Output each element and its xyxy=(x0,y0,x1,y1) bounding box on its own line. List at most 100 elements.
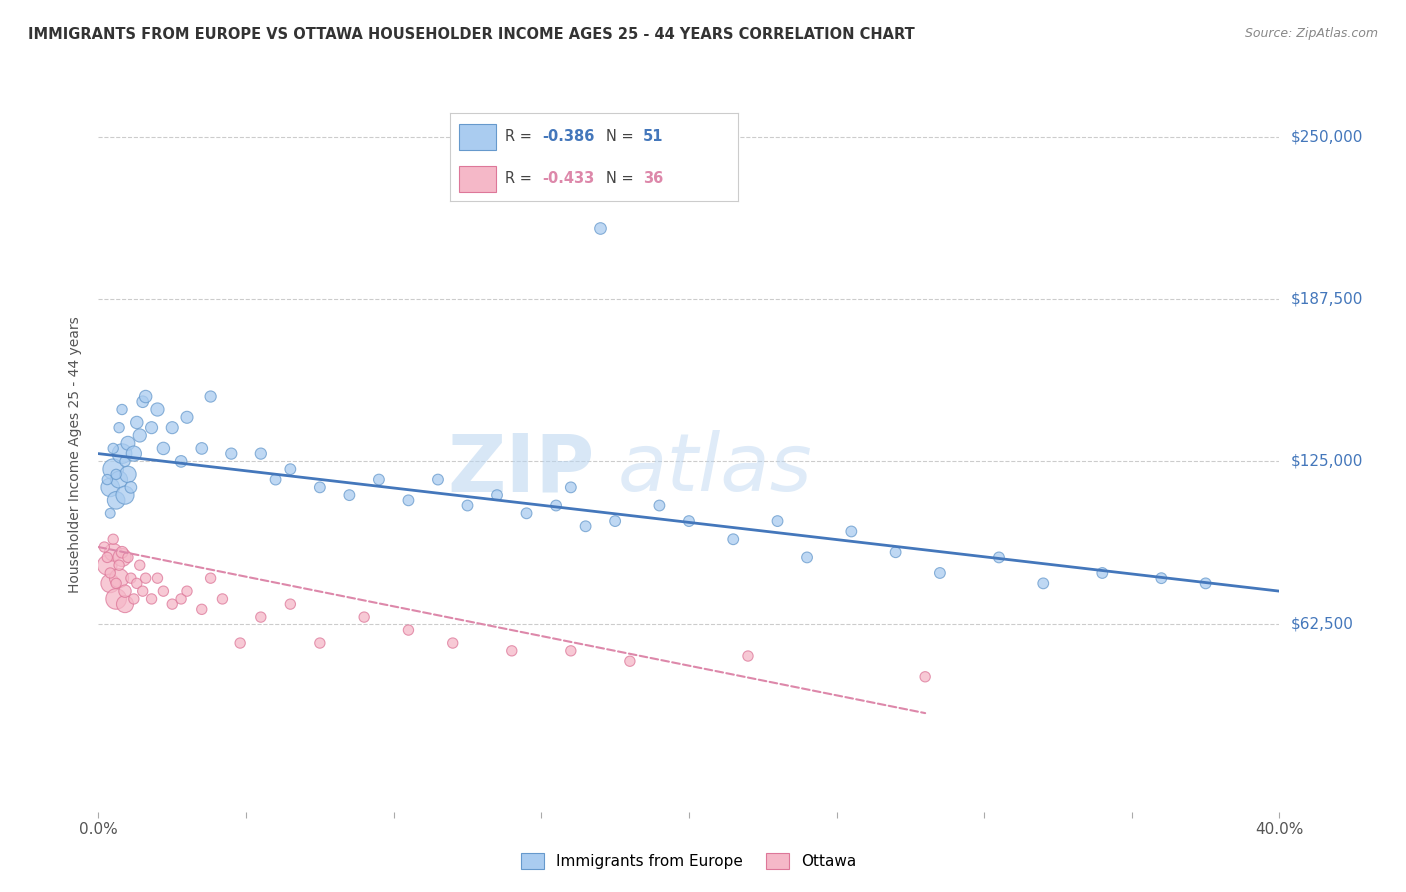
Point xyxy=(648,499,671,513)
Point xyxy=(914,670,936,684)
Point xyxy=(278,597,302,611)
Point xyxy=(108,558,131,573)
Text: N =: N = xyxy=(606,129,638,145)
Text: -0.386: -0.386 xyxy=(543,129,595,145)
Text: $187,500: $187,500 xyxy=(1291,292,1362,307)
Point xyxy=(1150,571,1173,585)
Point xyxy=(162,420,183,434)
Point xyxy=(605,514,627,528)
Point xyxy=(396,623,419,637)
Point xyxy=(574,519,596,533)
Point xyxy=(250,610,273,624)
Legend: Immigrants from Europe, Ottawa: Immigrants from Europe, Ottawa xyxy=(515,847,863,875)
Point xyxy=(135,390,157,404)
Y-axis label: Householder Income Ages 25 - 44 years: Householder Income Ages 25 - 44 years xyxy=(69,317,83,593)
Point xyxy=(619,654,641,668)
Text: $62,500: $62,500 xyxy=(1291,616,1354,631)
Point xyxy=(486,488,509,502)
Text: R =: R = xyxy=(505,171,536,186)
Point xyxy=(141,420,163,434)
Point xyxy=(152,442,174,456)
Point xyxy=(111,402,134,417)
Point xyxy=(152,584,174,599)
Point xyxy=(796,550,818,565)
Point xyxy=(117,550,139,565)
Point xyxy=(125,416,148,430)
Point xyxy=(456,499,478,513)
Point xyxy=(103,533,125,547)
Point xyxy=(114,454,136,468)
Point xyxy=(1032,576,1054,591)
Point xyxy=(353,610,375,624)
Point xyxy=(125,576,148,591)
Point xyxy=(170,454,193,468)
Point xyxy=(162,597,183,611)
Text: Source: ZipAtlas.com: Source: ZipAtlas.com xyxy=(1244,27,1378,40)
Point xyxy=(737,648,759,663)
Point xyxy=(337,488,360,502)
Point xyxy=(122,591,145,606)
Point xyxy=(368,473,391,487)
Point xyxy=(219,447,242,461)
Point xyxy=(501,644,523,658)
Point xyxy=(98,566,121,580)
Point xyxy=(211,591,233,606)
Point xyxy=(200,571,222,585)
Point xyxy=(105,576,128,591)
Point xyxy=(111,447,134,461)
Point xyxy=(884,545,907,559)
Point xyxy=(117,436,139,450)
Point xyxy=(1091,566,1114,580)
Point xyxy=(309,636,332,650)
Point xyxy=(98,480,121,494)
Text: ZIP: ZIP xyxy=(447,430,595,508)
Point xyxy=(108,420,131,434)
Point xyxy=(515,506,537,520)
Point xyxy=(114,597,136,611)
Point xyxy=(721,533,744,547)
Point xyxy=(678,514,700,528)
Point xyxy=(264,473,287,487)
Point xyxy=(560,480,582,494)
Point xyxy=(105,467,128,482)
Point xyxy=(229,636,252,650)
Point xyxy=(146,571,169,585)
Point xyxy=(132,584,155,599)
Text: $125,000: $125,000 xyxy=(1291,454,1362,469)
Point xyxy=(98,576,121,591)
Text: 51: 51 xyxy=(643,129,664,145)
Point xyxy=(98,506,121,520)
Point xyxy=(176,584,198,599)
Point xyxy=(309,480,332,494)
Point xyxy=(191,442,214,456)
Point xyxy=(111,550,134,565)
Point xyxy=(278,462,302,476)
Point xyxy=(170,591,193,606)
Point xyxy=(135,571,157,585)
Point xyxy=(120,480,142,494)
Point xyxy=(96,473,118,487)
Bar xyxy=(458,166,496,192)
Point xyxy=(117,467,139,482)
Point xyxy=(96,558,118,573)
Point xyxy=(766,514,789,528)
Point xyxy=(987,550,1010,565)
Point xyxy=(93,540,115,554)
Point xyxy=(96,550,118,565)
Point xyxy=(132,394,155,409)
Text: 36: 36 xyxy=(643,171,664,186)
Point xyxy=(128,428,150,442)
Point xyxy=(105,591,128,606)
Point xyxy=(128,558,150,573)
Point xyxy=(544,499,567,513)
Text: $250,000: $250,000 xyxy=(1291,129,1362,145)
Point xyxy=(928,566,950,580)
Bar xyxy=(458,124,496,150)
Point xyxy=(114,488,136,502)
Point xyxy=(122,447,145,461)
Point xyxy=(105,493,128,508)
Text: IMMIGRANTS FROM EUROPE VS OTTAWA HOUSEHOLDER INCOME AGES 25 - 44 YEARS CORRELATI: IMMIGRANTS FROM EUROPE VS OTTAWA HOUSEHO… xyxy=(28,27,915,42)
Text: R =: R = xyxy=(505,129,536,145)
Point xyxy=(839,524,862,539)
Point xyxy=(120,571,142,585)
